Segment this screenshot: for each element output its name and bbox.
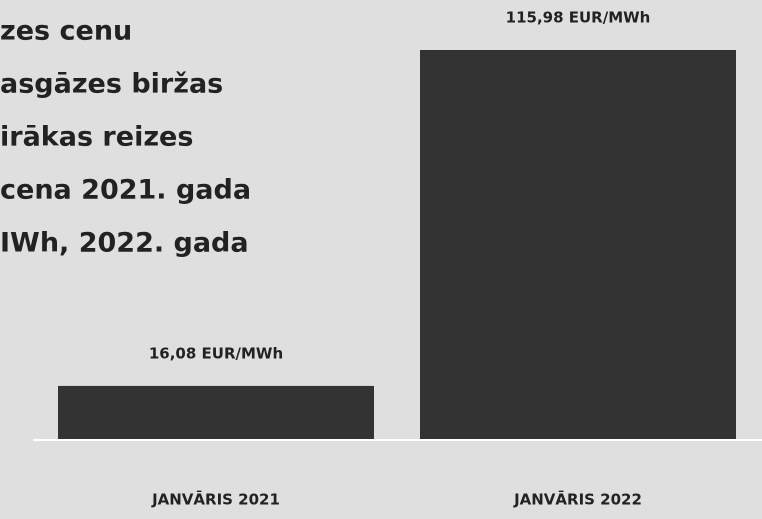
value-label: 115,98 EUR/MWh (506, 9, 651, 27)
x-tick-label: JANVĀRIS 2021 (151, 489, 280, 509)
title-line: IWh, 2022. gada (0, 228, 249, 259)
title-line: irākas reizes (0, 122, 193, 153)
title-line: cena 2021. gada (0, 175, 251, 206)
title-line: zes cenu (0, 16, 132, 47)
bar (420, 50, 736, 440)
bar (58, 385, 374, 440)
value-label: 16,08 EUR/MWh (149, 344, 283, 362)
x-tick-label: JANVĀRIS 2022 (513, 489, 642, 509)
title-line: asgāzes biržas (0, 69, 223, 100)
